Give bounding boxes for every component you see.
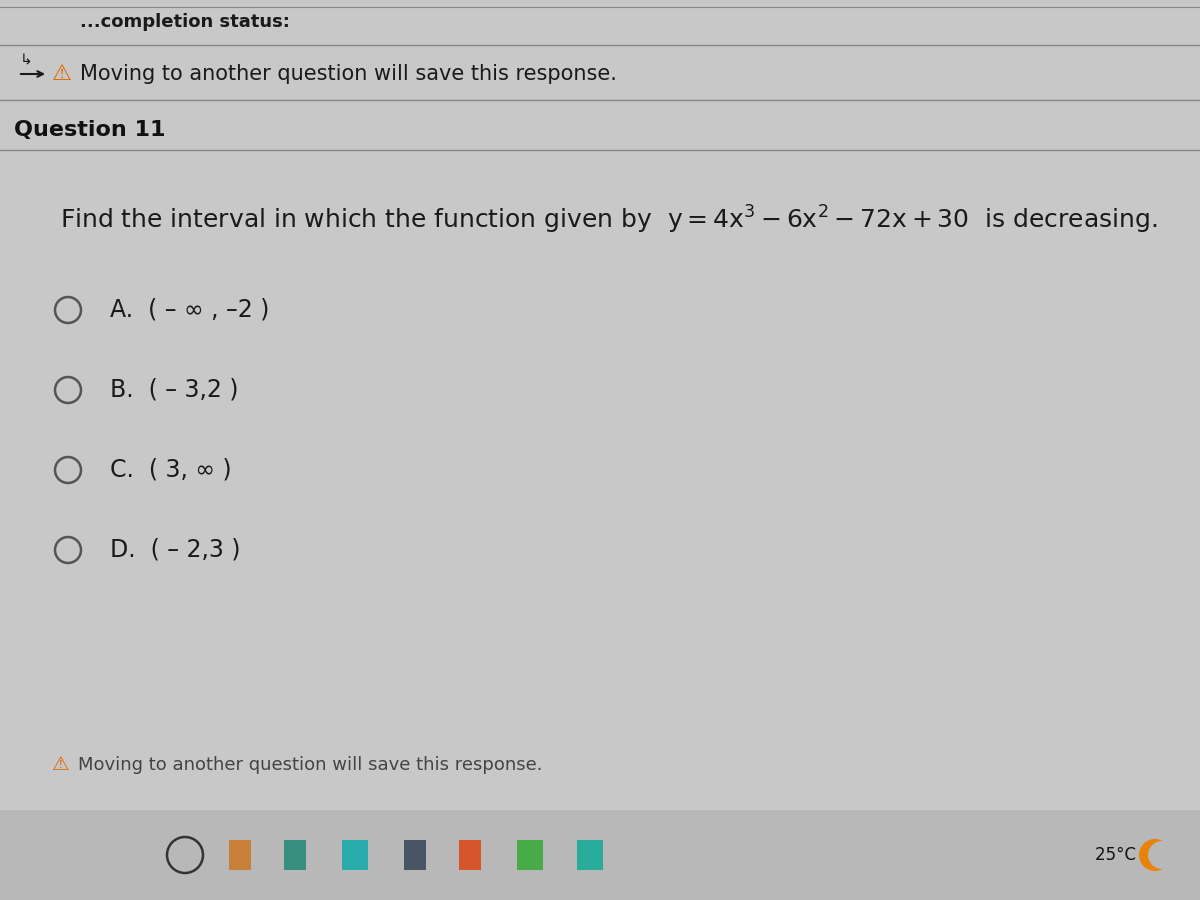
Circle shape xyxy=(1139,839,1171,871)
Text: A.  ( – ∞ , –2 ): A. ( – ∞ , –2 ) xyxy=(110,298,269,322)
Bar xyxy=(342,840,368,870)
Bar xyxy=(517,840,542,870)
Text: B.  ( – 3,2 ): B. ( – 3,2 ) xyxy=(110,378,239,402)
Text: ⚠: ⚠ xyxy=(52,755,70,775)
Circle shape xyxy=(1148,841,1176,869)
Bar xyxy=(577,840,604,870)
Bar xyxy=(284,840,306,870)
Bar xyxy=(458,840,481,870)
Text: C.  ( 3, ∞ ): C. ( 3, ∞ ) xyxy=(110,458,232,482)
Text: Find the interval in which the function given by  $\mathrm{y = 4x^3 - 6x^2 - 72x: Find the interval in which the function … xyxy=(60,204,1157,236)
Text: ⚠: ⚠ xyxy=(52,64,72,84)
Text: ...completion status:: ...completion status: xyxy=(80,13,290,31)
Text: 25°C  M: 25°C M xyxy=(1096,846,1160,864)
Text: Moving to another question will save this response.: Moving to another question will save thi… xyxy=(80,64,617,84)
Bar xyxy=(0,810,1200,900)
Text: Question 11: Question 11 xyxy=(14,120,166,140)
Bar xyxy=(229,840,251,870)
Text: Moving to another question will save this response.: Moving to another question will save thi… xyxy=(78,756,542,774)
Bar xyxy=(404,840,426,870)
Text: D.  ( – 2,3 ): D. ( – 2,3 ) xyxy=(110,538,240,562)
Text: ↳: ↳ xyxy=(20,52,32,68)
